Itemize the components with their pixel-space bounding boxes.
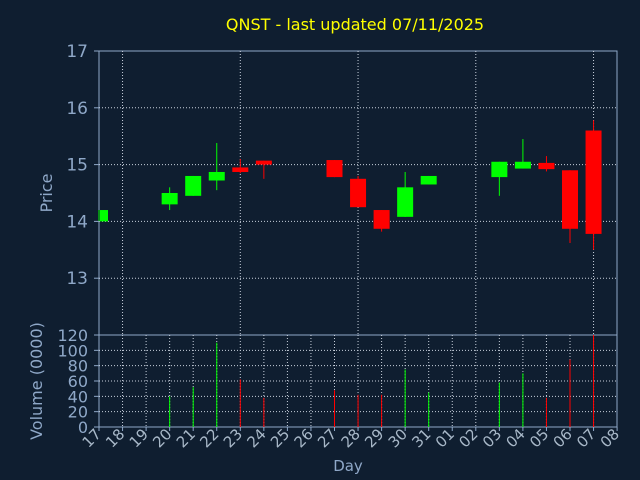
grid-lines [99,51,617,427]
candle-body [255,160,272,165]
x-tick-label: 08 [597,425,623,451]
x-tick-label: 31 [408,425,434,451]
x-tick-label: 06 [550,425,576,451]
x-axis-label: Day [333,457,363,475]
candle-body [397,187,414,217]
x-tick-label: 18 [102,425,128,451]
candle-body [538,162,555,170]
x-tick-label: 23 [220,425,246,451]
price-tick-label: 17 [66,42,88,62]
volume-tick-label: 120 [57,326,88,345]
candle-body [100,210,108,222]
candle-body [373,210,390,229]
x-tick-label: 28 [338,425,364,451]
volume-bars [169,335,595,427]
x-tick-label: 19 [126,425,152,451]
price-candles [98,120,602,250]
candle-body [208,171,225,181]
volume-tick-label: 80 [68,357,88,376]
x-tick-label: 01 [432,425,458,451]
price-tick-label: 13 [66,269,88,289]
candle-body [185,175,202,196]
x-tick-label: 04 [502,425,528,451]
chart-title: QNST - last updated 07/11/2025 [226,15,484,34]
volume-tick-label: 40 [68,387,88,406]
x-tick-label: 26 [291,425,317,451]
candle-body [326,160,343,178]
volume-tick-label: 20 [68,403,88,422]
volume-tick-label: 60 [68,372,88,391]
x-tick-label: 05 [526,425,552,451]
price-tick-label: 15 [66,156,88,176]
volume-axis-label: Volume (0000) [27,322,46,440]
x-tick-label: 07 [573,425,599,451]
candle-body [232,167,249,172]
x-tick-label: 03 [479,425,505,451]
candle-body [585,130,602,234]
price-tick-label: 16 [66,99,88,119]
candle-body [420,175,437,185]
price-axis-label: Price [37,173,56,212]
price-tick-label: 14 [66,212,88,232]
x-tick-label: 24 [243,425,269,451]
candle-body [562,170,578,229]
x-tick-label: 25 [267,425,293,451]
candle-body [491,161,508,178]
axis-ticks: 1314151617020406080100120171819202122232… [57,42,622,451]
x-tick-label: 27 [314,425,340,451]
candle-body [161,193,178,205]
x-tick-label: 02 [455,425,481,451]
x-tick-label: 22 [196,425,222,451]
candle-body [514,161,531,169]
volume-tick-label: 100 [57,341,88,360]
volume-tick-label: 0 [78,418,88,437]
candle-body [350,178,367,208]
x-tick-label: 20 [149,425,175,451]
x-tick-label: 30 [385,425,411,451]
x-tick-label: 29 [361,425,387,451]
x-tick-label: 21 [173,425,199,451]
